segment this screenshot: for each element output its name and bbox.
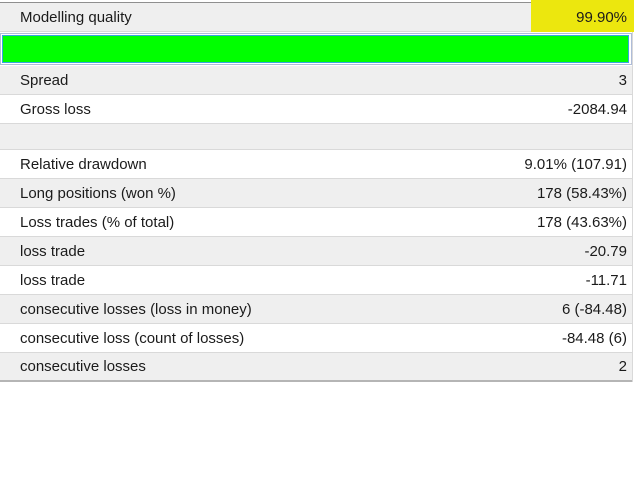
table-row[interactable]: Loss trades (% of total) 178 (43.63%) [0, 208, 632, 237]
row-value: 2 [618, 358, 627, 375]
table-row[interactable]: Spread 3 [0, 66, 632, 95]
row-label: consecutive losses (loss in money) [20, 300, 252, 318]
table-row[interactable]: loss trade -11.71 [0, 266, 632, 295]
row-label: Relative drawdown [20, 155, 147, 173]
row-value: 6 (-84.48) [561, 300, 627, 318]
row-label: loss trade [20, 242, 86, 260]
row-value: -11.71 [585, 271, 627, 289]
row-label: Spread [20, 71, 69, 89]
row-value: -20.79 [584, 242, 627, 260]
tester-report-table: Modelling quality 99.90% Spread 3 Gross loss… [0, 0, 634, 382]
table-row[interactable]: Modelling quality 99.90% [0, 0, 634, 32]
row-label: Long positions (won %) [20, 184, 176, 202]
progress-bar-fill [2, 35, 630, 63]
table-row[interactable]: consecutive losses 2 [0, 353, 632, 382]
row-label: loss trade [20, 271, 86, 289]
table-row[interactable]: Relative drawdown 9.01% (107.91) [0, 150, 632, 179]
row-value: -2084.94 [567, 100, 627, 118]
row-value: 9.01% (107.91) [524, 155, 627, 173]
table-row[interactable]: Gross loss -2084.94 [0, 95, 632, 124]
row-label: Loss trades (% of total) [20, 213, 175, 231]
row-value: 178 (43.63%) [536, 213, 627, 231]
row-label: Gross loss [20, 100, 91, 118]
row-value: 178 (58.43%) [536, 184, 627, 202]
row-label: consecutive loss (count of losses) [20, 329, 245, 347]
row-value: -84.48 (6) [561, 329, 627, 347]
table-row[interactable]: consecutive loss (count of losses) -84.48… [0, 324, 632, 353]
table-row[interactable]: consecutive losses (loss in money) 6 (-84… [0, 295, 632, 324]
row-label: consecutive losses [20, 358, 146, 375]
empty-row [0, 124, 632, 150]
row-value: 99.90% [576, 8, 627, 26]
table-row[interactable]: loss trade -20.79 [0, 237, 632, 266]
table-row[interactable]: Long positions (won %) 178 (58.43%) [0, 179, 632, 208]
modelling-quality-bar-row [0, 32, 632, 66]
row-value: 3 [618, 71, 627, 89]
highlight-marker [531, 0, 634, 32]
progress-bar-track [0, 33, 632, 65]
row-label: Modelling quality [20, 8, 132, 26]
